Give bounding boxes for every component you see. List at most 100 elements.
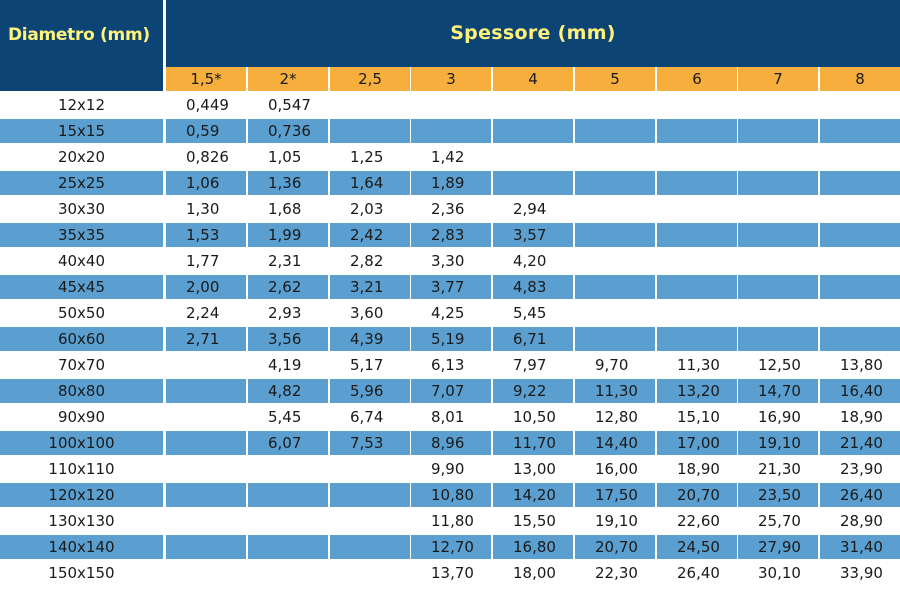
weight-cell: 3,56 — [268, 330, 302, 348]
diameter-cell: 100x100 — [48, 434, 115, 452]
weight-cell: 2,71 — [186, 330, 220, 348]
weight-cell: 1,25 — [350, 148, 384, 166]
weight-cell: 28,90 — [840, 512, 883, 530]
weight-cell: 11,30 — [677, 356, 720, 374]
weight-cell: 11,30 — [595, 382, 638, 400]
diameter-cell: 90x90 — [57, 408, 106, 426]
weight-cell: 25,70 — [758, 512, 801, 530]
weight-cell: 23,50 — [758, 486, 801, 504]
thickness-col-header: 6 — [657, 67, 737, 91]
table-row: 130x130 11,80 15,50 19,10 22,60 25,70 28,90 — [0, 509, 900, 535]
table-row: 50x50 2,24 2,93 3,60 4,25 5,45 — [0, 301, 900, 327]
weight-cell: 12,80 — [595, 408, 638, 426]
table-row: 100x100 6,07 7,53 8,96 11,70 14,40 17,00 19,10 2… — [0, 431, 900, 457]
weight-cell: 20,70 — [677, 486, 720, 504]
weight-cell: 19,10 — [758, 434, 801, 452]
diameter-cell: 130x130 — [48, 512, 115, 530]
weight-cell: 4,39 — [350, 330, 384, 348]
weight-cell: 2,03 — [350, 200, 384, 218]
weight-cell: 31,40 — [840, 538, 883, 556]
table-row: 25x25 1,06 1,36 1,64 1,89 — [0, 171, 900, 197]
weight-cell: 16,00 — [595, 460, 638, 478]
weight-cell: 13,70 — [431, 564, 474, 582]
diameter-cell: 12x12 — [57, 96, 106, 114]
table-row: 35x35 1,53 1,99 2,42 2,83 3,57 — [0, 223, 900, 249]
table-row: 30x30 1,30 1,68 2,03 2,36 2,94 — [0, 197, 900, 223]
weight-cell: 4,83 — [513, 278, 547, 296]
thickness-col-header: 2* — [248, 67, 328, 91]
thickness-header-band: Spessore (mm) — [166, 0, 900, 67]
thickness-col-header: 4 — [493, 67, 573, 91]
diameter-cell: 30x30 — [57, 200, 106, 218]
weight-cell: 2,24 — [186, 304, 220, 322]
weight-cell: 1,53 — [186, 226, 220, 244]
weight-cell: 27,90 — [758, 538, 801, 556]
table-row: 15x15 0,59 0,736 — [0, 119, 900, 145]
weight-cell: 3,77 — [431, 278, 465, 296]
weight-cell: 16,80 — [513, 538, 556, 556]
weight-cell: 11,80 — [431, 512, 474, 530]
weight-cell: 0,547 — [268, 96, 311, 114]
weight-cell: 4,20 — [513, 252, 547, 270]
weight-cell: 2,83 — [431, 226, 465, 244]
weight-cell: 6,13 — [431, 356, 465, 374]
weight-cell: 6,71 — [513, 330, 547, 348]
weight-cell: 30,10 — [758, 564, 801, 582]
weight-cell: 5,19 — [431, 330, 465, 348]
weight-cell: 16,40 — [840, 382, 883, 400]
weight-cell: 1,06 — [186, 174, 220, 192]
weight-cell: 22,60 — [677, 512, 720, 530]
weight-cell: 14,70 — [758, 382, 801, 400]
weight-cell: 5,17 — [350, 356, 384, 374]
table-row: 60x60 2,71 3,56 4,39 5,19 6,71 — [0, 327, 900, 353]
weight-cell: 0,449 — [186, 96, 229, 114]
diameter-cell: 50x50 — [57, 304, 106, 322]
weight-cell: 5,45 — [513, 304, 547, 322]
table-row: 20x20 0,826 1,05 1,25 1,42 — [0, 145, 900, 171]
weight-cell: 22,30 — [595, 564, 638, 582]
table-row: 80x80 4,82 5,96 7,07 9,22 11,30 13,20 14,70 16,4… — [0, 379, 900, 405]
weight-cell: 9,70 — [595, 356, 629, 374]
diameter-cell: 40x40 — [57, 252, 106, 270]
weight-cell: 1,89 — [431, 174, 465, 192]
thickness-col-header: 2,5 — [330, 67, 410, 91]
diameter-cell: 20x20 — [57, 148, 106, 166]
diameter-cell: 120x120 — [48, 486, 115, 504]
weight-cell: 17,00 — [677, 434, 720, 452]
weight-cell: 12,70 — [431, 538, 474, 556]
weight-cell: 21,40 — [840, 434, 883, 452]
weight-cell: 2,82 — [350, 252, 384, 270]
weight-cell: 1,64 — [350, 174, 384, 192]
weight-cell: 8,01 — [431, 408, 465, 426]
diameter-cell: 25x25 — [57, 174, 106, 192]
weight-cell: 17,50 — [595, 486, 638, 504]
weight-cell: 9,90 — [431, 460, 465, 478]
diameter-cell: 150x150 — [48, 564, 115, 582]
weight-cell: 7,53 — [350, 434, 384, 452]
thickness-col-header: 3 — [411, 67, 491, 91]
weight-cell: 8,96 — [431, 434, 465, 452]
table-row: 40x40 1,77 2,31 2,82 3,30 4,20 — [0, 249, 900, 275]
weight-cell: 6,07 — [268, 434, 302, 452]
table-row: 150x150 13,70 18,00 22,30 26,40 30,10 33,90 — [0, 561, 900, 587]
table-row: 90x90 5,45 6,74 8,01 10,50 12,80 15,10 16,90 18,… — [0, 405, 900, 431]
table-row: 140x140 12,70 16,80 20,70 24,50 27,90 31,40 — [0, 535, 900, 561]
thickness-col-header: 1,5* — [166, 67, 246, 91]
weight-cell: 4,19 — [268, 356, 302, 374]
weight-cell: 3,60 — [350, 304, 384, 322]
table-row: 120x120 10,80 14,20 17,50 20,70 23,50 26,40 — [0, 483, 900, 509]
weight-cell: 26,40 — [677, 564, 720, 582]
diameter-cell: 35x35 — [57, 226, 106, 244]
diameter-cell: 60x60 — [57, 330, 106, 348]
weight-cell: 1,42 — [431, 148, 465, 166]
weight-cell: 1,77 — [186, 252, 220, 270]
weight-cell: 3,30 — [431, 252, 465, 270]
table-row: 70x70 4,19 5,17 6,13 7,97 9,70 11,30 12,50 13,80 — [0, 353, 900, 379]
weight-cell: 20,70 — [595, 538, 638, 556]
thickness-col-header: 7 — [738, 67, 818, 91]
diameter-cell: 80x80 — [57, 382, 106, 400]
weight-cell: 2,94 — [513, 200, 547, 218]
thickness-col-header: 5 — [575, 67, 655, 91]
weight-cell: 0,59 — [186, 122, 220, 140]
weight-cell: 6,74 — [350, 408, 384, 426]
